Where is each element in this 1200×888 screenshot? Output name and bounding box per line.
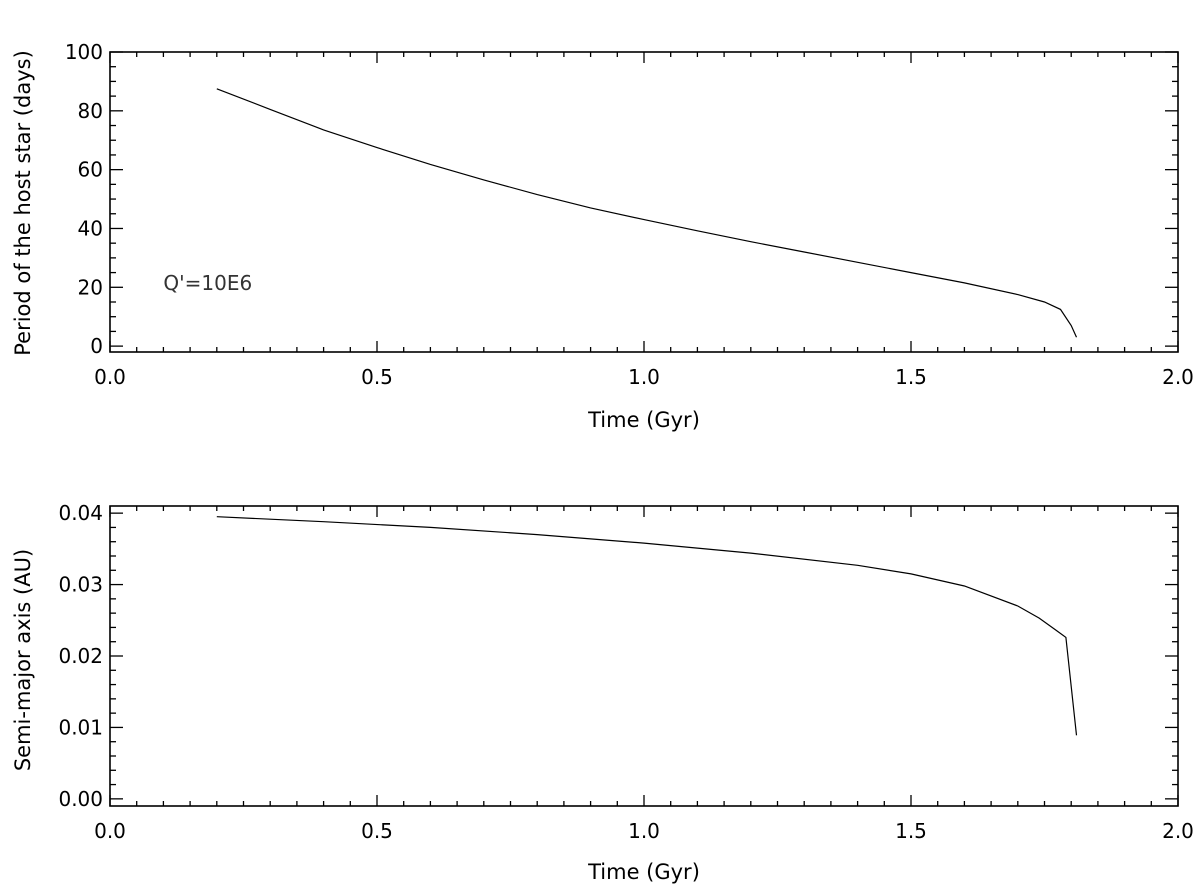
x-tick-label: 1.5 [895,819,927,843]
x-tick-label: 0.0 [94,365,126,389]
axis-tick-labels: 0.0 0.5 1.0 1.5 2.0 0.00 0.01 0.02 0.03 0.04 [58,501,1193,843]
y-tick-label: 0.00 [58,787,103,811]
x-tick-label: 0.0 [94,819,126,843]
y-axis-label: Semi-major axis (AU) [11,549,35,771]
panel-semimajor-axis: Semi-major axis (AU) Time (Gyr) 0.0 0.5 1.… [11,501,1194,884]
y-tick-label: 0.04 [58,501,103,525]
axis-ticks [109,51,1179,352]
plot-frame [109,51,1179,353]
x-tick-label: 2.0 [1162,819,1194,843]
x-tick-label: 2.0 [1162,365,1194,389]
annotations: Q'=10E6 [163,271,252,295]
plot-frame [109,505,1179,807]
y-tick-label: 0 [90,334,103,358]
x-axis-label: Time (Gyr) [587,860,700,884]
y-tick-label: 0.01 [58,715,103,739]
y-tick-label: 100 [65,40,103,64]
y-axis-label: Period of the host star (days) [11,50,35,356]
y-tick-label: 40 [78,216,103,240]
y-tick-label: 80 [78,99,103,123]
x-tick-label: 0.5 [361,819,393,843]
x-axis-label: Time (Gyr) [587,408,700,432]
data-marks [216,88,1078,338]
y-tick-label: 0.02 [58,644,103,668]
x-tick-label: 0.5 [361,365,393,389]
y-tick-label: 60 [78,158,103,182]
series-line [216,88,1078,338]
x-tick-label: 1.0 [628,819,660,843]
data-marks [216,516,1078,736]
y-tick-label: 0.03 [58,573,103,597]
panel-period: Period of the host star (days) Time (Gyr… [11,40,1194,432]
x-tick-label: 1.5 [895,365,927,389]
series-line [216,516,1078,736]
x-tick-label: 1.0 [628,365,660,389]
axis-tick-labels: 0.0 0.5 1.0 1.5 2.0 0 20 40 60 80 100 [65,40,1194,389]
axis-ticks [109,506,1179,806]
annotation-label: Q'=10E6 [163,271,252,295]
y-tick-label: 20 [78,275,103,299]
